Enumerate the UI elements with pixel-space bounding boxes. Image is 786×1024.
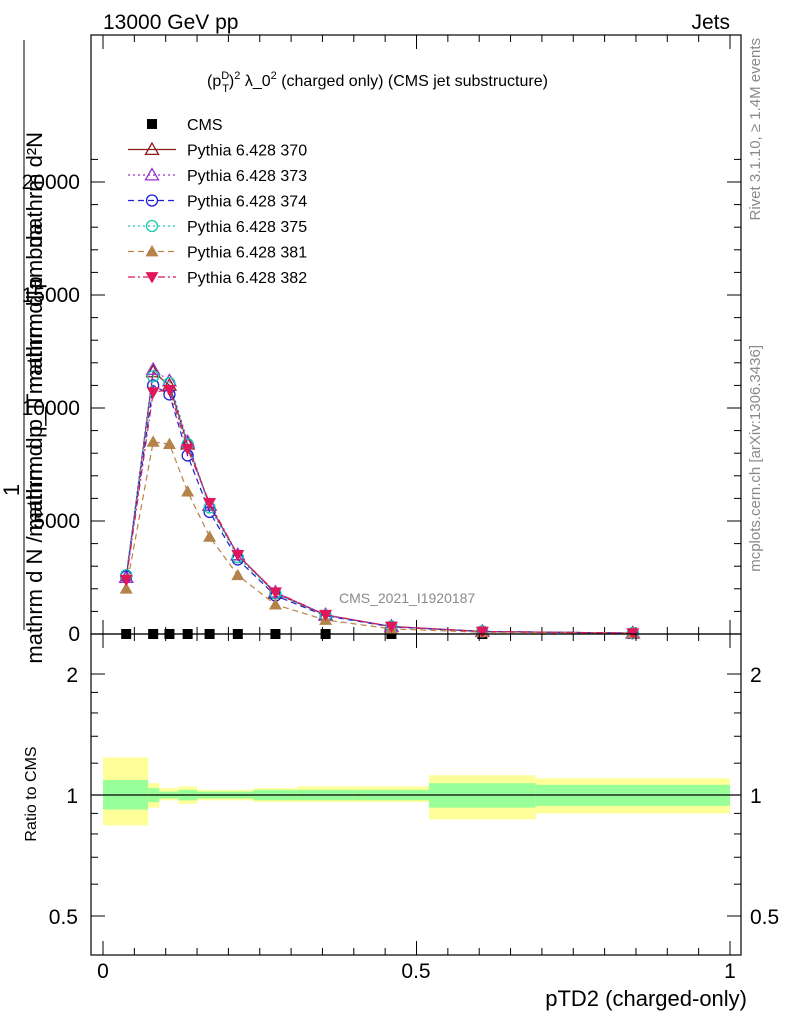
legend-marker-4: [145, 219, 159, 233]
ratio-y-tick-label-right-1: 1: [750, 785, 762, 808]
rivet-version-label: Rivet 3.1.10, ≥ 1.4M events: [747, 38, 764, 221]
y-tick-label-20000: 20000: [22, 171, 80, 194]
observable-title: (pD T)2 λ_02 (charged only) (CMS jet subs…: [207, 70, 548, 95]
x-tick-label-1: 1: [724, 960, 736, 983]
point-5-4: [203, 530, 217, 542]
point-5-6: [268, 598, 282, 610]
main-panel: 0 5000 10000 15000 20000 (pD T)2 λ_02 (ch…: [0, 34, 742, 664]
x-axis-label: pTD2 (charged-only): [545, 986, 747, 1011]
source-label: mcplots.cern.ch [arXiv:1306.3436]: [747, 345, 764, 572]
point-5-0: [119, 582, 133, 594]
ratio-y-tick-label-2: 2: [66, 664, 78, 687]
point-6-7: [319, 609, 333, 622]
legend-label-0: CMS: [187, 117, 223, 134]
legend-item-0: CMS: [147, 117, 223, 134]
legend-label-2: Pythia 6.428 373: [187, 168, 307, 185]
ratio-y-tick-label-1: 1: [66, 785, 78, 808]
observable-title-lambda: λ_0: [240, 73, 270, 90]
legend-item-6: Pythia 6.428 382: [128, 270, 307, 287]
y-tick-label-5000: 5000: [33, 510, 80, 533]
point-5-2: [162, 437, 176, 450]
main-y-axis-label: mathrm d²N mathrm d p_T mathrm d lambda …: [0, 40, 47, 664]
y-label-numerator: mathrm d²N: [22, 132, 47, 248]
legend: CMS Pythia 6.428 370 Pythia 6.428 373 Pythi…: [128, 117, 307, 287]
point-6-4: [203, 498, 217, 510]
point-6-0: [119, 574, 133, 587]
point-2-4: [201, 497, 218, 511]
observable-title-base: (p: [207, 73, 221, 90]
point-6-2: [162, 385, 176, 397]
ratio-panel: 0.5 1 2 0.5 1 2 Ratio to CMS: [23, 633, 779, 956]
legend-item-2: Pythia 6.428 373: [128, 167, 307, 185]
energy-label: 13000 GeV pp: [103, 11, 238, 34]
legend-label-1: Pythia 6.428 370: [187, 143, 307, 160]
legend-marker-5: [145, 245, 159, 257]
legend-item-4: Pythia 6.428 375: [128, 219, 307, 236]
observable-title-tail: (charged only) (CMS jet substructure): [277, 73, 548, 90]
point-6-6: [268, 587, 282, 599]
legend-marker-3: [145, 194, 159, 207]
ratio-y-axis-label: Ratio to CMS: [23, 746, 40, 841]
point-5-1: [146, 435, 160, 447]
y-tick-label-15000: 15000: [22, 284, 80, 307]
legend-item-3: Pythia 6.428 374: [128, 194, 307, 211]
observable-title-sup-2b: 2: [271, 70, 277, 82]
legend-marker-2: [144, 167, 160, 181]
ratio-panel-ticks: [91, 634, 741, 955]
point-2-1: [145, 361, 161, 376]
point-6-9: [475, 626, 489, 639]
series-layer: [118, 361, 641, 640]
point-4-1: [147, 370, 160, 383]
category-label: Jets: [691, 11, 730, 34]
point-5-3: [181, 485, 195, 497]
legend-marker-1: [144, 141, 160, 156]
x-tick-label-0: 0: [97, 960, 109, 983]
legend-item-5: Pythia 6.428 381: [128, 245, 307, 262]
main-panel-y-tick-labels: 0 5000 10000 15000 20000: [22, 171, 80, 646]
ratio-y-tick-label-0.5: 0.5: [49, 906, 78, 929]
legend-label-3: Pythia 6.428 374: [187, 194, 307, 211]
legend-label-5: Pythia 6.428 381: [187, 245, 307, 262]
observable-title-sub-t: T: [222, 83, 229, 95]
ratio-y-tick-label-right-0.5: 0.5: [750, 906, 779, 929]
y-label-prefactor: 1: [0, 484, 24, 496]
main-panel-ticks: [91, 35, 741, 635]
y-label-denominator: mathrm d p_T mathrm d lambda: [22, 222, 47, 537]
observable-title-sup-d: D: [221, 70, 229, 82]
y-label-second-fraction: mathrm d N / mathrm d p_T mathrm d p: [22, 276, 47, 663]
y-tick-label-0: 0: [68, 623, 80, 646]
point-6-8: [384, 621, 398, 634]
series-6: [119, 385, 640, 640]
x-tick-label-0.5: 0.5: [401, 960, 430, 983]
legend-item-1: Pythia 6.428 370: [128, 141, 307, 160]
point-5-5: [231, 568, 245, 581]
legend-label-6: Pythia 6.428 382: [187, 270, 307, 287]
analysis-watermark: CMS_2021_I1920187: [339, 590, 475, 606]
observable-title-sup-2: 2: [234, 70, 240, 82]
point-6-5: [231, 550, 245, 562]
point-6-1: [146, 387, 160, 399]
point-6-3: [181, 443, 195, 456]
legend-label-4: Pythia 6.428 375: [187, 219, 307, 236]
legend-marker-6: [145, 272, 159, 284]
y-tick-label-10000: 10000: [22, 397, 80, 420]
observable-title-paren: ): [229, 73, 234, 90]
legend-marker-0: [147, 119, 157, 129]
ratio-y-tick-label-right-2: 2: [750, 664, 762, 687]
